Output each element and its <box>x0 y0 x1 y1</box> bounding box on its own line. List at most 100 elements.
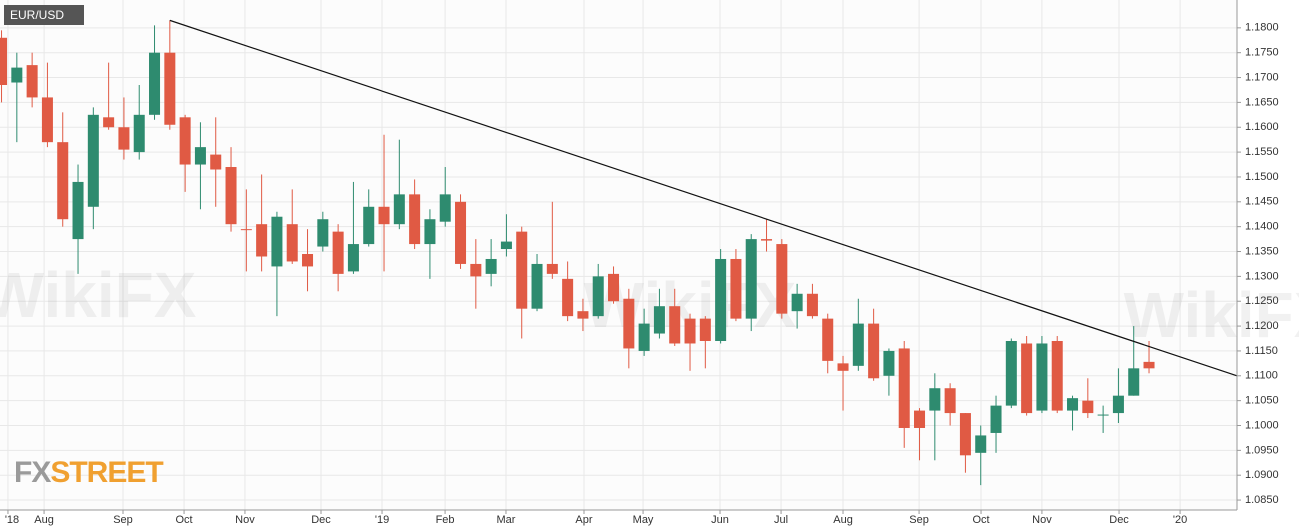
candle-body <box>577 311 589 319</box>
candle-body <box>669 306 681 344</box>
candle-body <box>164 52 176 125</box>
y-tick-label: 1.1150 <box>1245 345 1278 357</box>
x-tick-label: May <box>633 514 654 526</box>
candle-body <box>72 181 84 240</box>
logo-part: FX <box>14 456 51 489</box>
x-tick-label: Mar <box>496 514 515 526</box>
candle-body <box>531 263 543 309</box>
candle-body <box>761 239 773 241</box>
candle-body <box>990 405 1002 433</box>
candle-body <box>41 97 53 143</box>
candle-body <box>791 293 803 312</box>
candle-body <box>118 127 130 150</box>
candle-body <box>608 273 620 302</box>
candle-body <box>837 363 849 371</box>
y-tick-label: 1.1400 <box>1245 221 1279 233</box>
candle-body <box>286 224 298 262</box>
candle-body <box>776 244 788 314</box>
title-badge <box>4 5 84 25</box>
candle-body <box>592 276 604 317</box>
y-tick-label: 1.1350 <box>1245 245 1279 257</box>
y-tick-label: 1.1250 <box>1245 295 1279 307</box>
trendline <box>169 19 1238 377</box>
candle-body <box>470 263 482 277</box>
candle-body <box>1067 398 1079 411</box>
y-tick-label: 1.1750 <box>1245 47 1279 59</box>
candle-body <box>806 293 818 317</box>
y-tick-label: 1.1450 <box>1245 196 1279 208</box>
x-tick-label: Nov <box>1032 514 1052 526</box>
candle-body <box>485 258 497 274</box>
x-tick-label: Jul <box>774 514 788 526</box>
candle-body <box>852 323 864 366</box>
candle-body <box>730 258 742 319</box>
candle-body <box>1005 340 1017 406</box>
candle-body <box>898 348 910 428</box>
candle-body <box>959 413 971 456</box>
candle-body <box>271 216 283 267</box>
candles <box>0 19 1238 486</box>
candle-body <box>133 114 145 153</box>
candle-body <box>975 435 987 453</box>
candle-body <box>699 318 711 341</box>
y-tick-label: 1.0950 <box>1245 444 1279 456</box>
candle-body <box>638 323 650 351</box>
candle-body <box>455 201 467 264</box>
candle-body <box>1051 340 1063 411</box>
candle-body <box>256 224 268 257</box>
x-tick-label: Dec <box>311 514 331 526</box>
watermark: WikiFX <box>1124 279 1299 351</box>
plot-area <box>0 0 1237 510</box>
y-tick-label: 1.1050 <box>1245 395 1279 407</box>
x-tick-label: Sep <box>909 514 929 526</box>
x-tick-label: Aug <box>34 514 54 526</box>
candle-body <box>1021 343 1033 414</box>
y-tick-label: 1.0900 <box>1245 469 1279 481</box>
candle-body <box>868 323 880 379</box>
x-tick-label: Oct <box>175 514 192 526</box>
candle-body <box>57 142 69 220</box>
candle-body <box>562 278 574 317</box>
candle-body <box>179 117 191 165</box>
logo-part: STREET <box>50 456 163 489</box>
candle-body <box>149 52 161 115</box>
x-tick-label: '18 <box>5 514 19 526</box>
candle-body <box>653 306 665 334</box>
candle-body <box>378 206 390 225</box>
candle-body <box>317 219 329 247</box>
candle-body <box>1036 343 1048 411</box>
candle-body <box>1082 400 1094 414</box>
candle-body <box>26 65 38 98</box>
candle-body <box>929 388 941 411</box>
candle-body <box>225 167 237 225</box>
candle-body <box>11 67 23 83</box>
candle-body <box>240 229 252 231</box>
candle-body <box>914 410 926 428</box>
candle-body <box>745 239 757 319</box>
x-tick-label: Jun <box>711 514 729 526</box>
x-tick-label: Dec <box>1109 514 1129 526</box>
y-tick-label: 1.1650 <box>1245 96 1279 108</box>
chart-title: EUR/USD <box>10 8 64 22</box>
candle-body <box>87 114 99 207</box>
candle-body <box>210 154 222 170</box>
candle-body <box>944 388 956 414</box>
candle-body <box>363 206 375 245</box>
candle-body <box>1097 414 1109 416</box>
x-tick-label: Nov <box>235 514 255 526</box>
candle-body <box>1112 395 1124 414</box>
candle-body <box>409 194 421 245</box>
x-tick-label: Oct <box>972 514 989 526</box>
candle-body <box>393 194 405 225</box>
candle-body <box>332 231 344 274</box>
x-tick-label: '19 <box>375 514 389 526</box>
candle-body <box>1143 361 1155 369</box>
candle-body <box>194 147 206 165</box>
y-tick-label: 1.1550 <box>1245 146 1279 158</box>
candle-body <box>103 117 115 128</box>
x-tick-label: Aug <box>833 514 853 526</box>
candle-body <box>822 318 834 361</box>
y-tick-label: 1.1500 <box>1245 171 1279 183</box>
y-tick-label: 1.1200 <box>1245 320 1279 332</box>
candle-body <box>715 258 727 341</box>
